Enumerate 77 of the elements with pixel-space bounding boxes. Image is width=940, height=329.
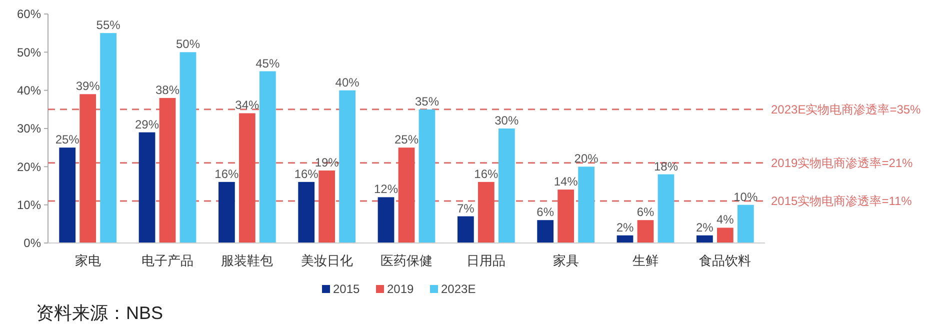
x-tick-label: 家电 xyxy=(74,253,101,268)
bar xyxy=(238,113,256,243)
bar xyxy=(418,109,436,243)
data-label: 20% xyxy=(574,152,599,166)
bar xyxy=(159,98,176,243)
y-tick-label: 40% xyxy=(16,84,42,98)
data-label: 16% xyxy=(294,166,319,181)
bar xyxy=(537,220,554,243)
legend-label: 2019 xyxy=(387,282,414,296)
bar xyxy=(138,132,156,243)
data-label: 6% xyxy=(536,205,554,220)
data-label: 34% xyxy=(235,98,260,112)
legend-label: 2015 xyxy=(333,282,360,296)
x-tick-label: 美妆日化 xyxy=(300,253,353,268)
ref-line-label: 2023E实物电商渗透率=35% xyxy=(771,102,922,117)
bar xyxy=(339,90,356,243)
bar xyxy=(696,235,713,243)
x-tick-label: 家具 xyxy=(552,253,579,268)
x-tick-label: 日用品 xyxy=(466,253,506,268)
data-label: 19% xyxy=(314,155,340,170)
data-label: 25% xyxy=(394,132,419,147)
x-tick-label: 服装鞋包 xyxy=(221,253,274,268)
y-tick-label: 0% xyxy=(24,236,42,250)
data-label: 50% xyxy=(176,37,200,52)
bar xyxy=(378,197,394,243)
bar xyxy=(318,170,336,243)
bar xyxy=(80,94,96,243)
bar xyxy=(259,71,276,243)
data-label: 10% xyxy=(734,190,758,204)
data-label: 16% xyxy=(474,166,498,181)
bar xyxy=(100,33,117,243)
x-tick-label: 生鲜 xyxy=(632,253,658,268)
y-tick-label: 30% xyxy=(16,122,42,136)
bar xyxy=(737,204,754,243)
bar xyxy=(498,128,515,243)
x-tick-label: 电子产品 xyxy=(142,253,194,268)
data-label: 6% xyxy=(636,205,654,220)
x-tick-label: 食品饮料 xyxy=(699,253,752,268)
bar xyxy=(180,52,196,243)
data-label: 4% xyxy=(716,212,734,227)
data-label: 29% xyxy=(135,117,160,132)
bar xyxy=(637,220,654,243)
y-tick-label: 10% xyxy=(16,198,42,212)
data-label: 2% xyxy=(696,220,714,234)
data-label: 18% xyxy=(654,159,678,174)
data-label: 35% xyxy=(414,94,440,108)
bar xyxy=(478,182,494,243)
data-label: 2% xyxy=(616,220,634,234)
text: 资料来源：NBS xyxy=(36,303,164,323)
data-label: 45% xyxy=(256,56,280,70)
data-label: 12% xyxy=(374,182,398,196)
ref-line-label: 2015实物电商渗透率=11% xyxy=(771,194,912,208)
data-label: 39% xyxy=(76,79,100,94)
bar xyxy=(457,216,474,243)
bar xyxy=(298,182,315,243)
data-label: 55% xyxy=(96,18,121,32)
data-label: 40% xyxy=(335,75,360,90)
data-label: 25% xyxy=(55,132,80,147)
bar xyxy=(578,166,595,243)
x-tick-label: 医药保健 xyxy=(380,253,432,268)
bar xyxy=(218,182,235,243)
bar xyxy=(716,228,734,243)
y-tick-label: 50% xyxy=(16,45,42,60)
legend-label: 2023E xyxy=(441,282,476,296)
bar xyxy=(558,190,574,243)
data-label: 38% xyxy=(155,82,180,97)
y-tick-label: 20% xyxy=(16,160,42,174)
bar xyxy=(658,174,674,243)
data-label: 30% xyxy=(494,114,519,128)
bar xyxy=(616,235,634,243)
bar xyxy=(398,148,415,243)
y-tick-label: 60% xyxy=(16,7,42,22)
data-label: 14% xyxy=(554,174,578,189)
bar xyxy=(59,148,76,243)
ref-line-label: 2019实物电商渗透率=21% xyxy=(771,156,914,170)
data-label: 16% xyxy=(214,166,240,181)
data-label: 7% xyxy=(457,201,475,216)
